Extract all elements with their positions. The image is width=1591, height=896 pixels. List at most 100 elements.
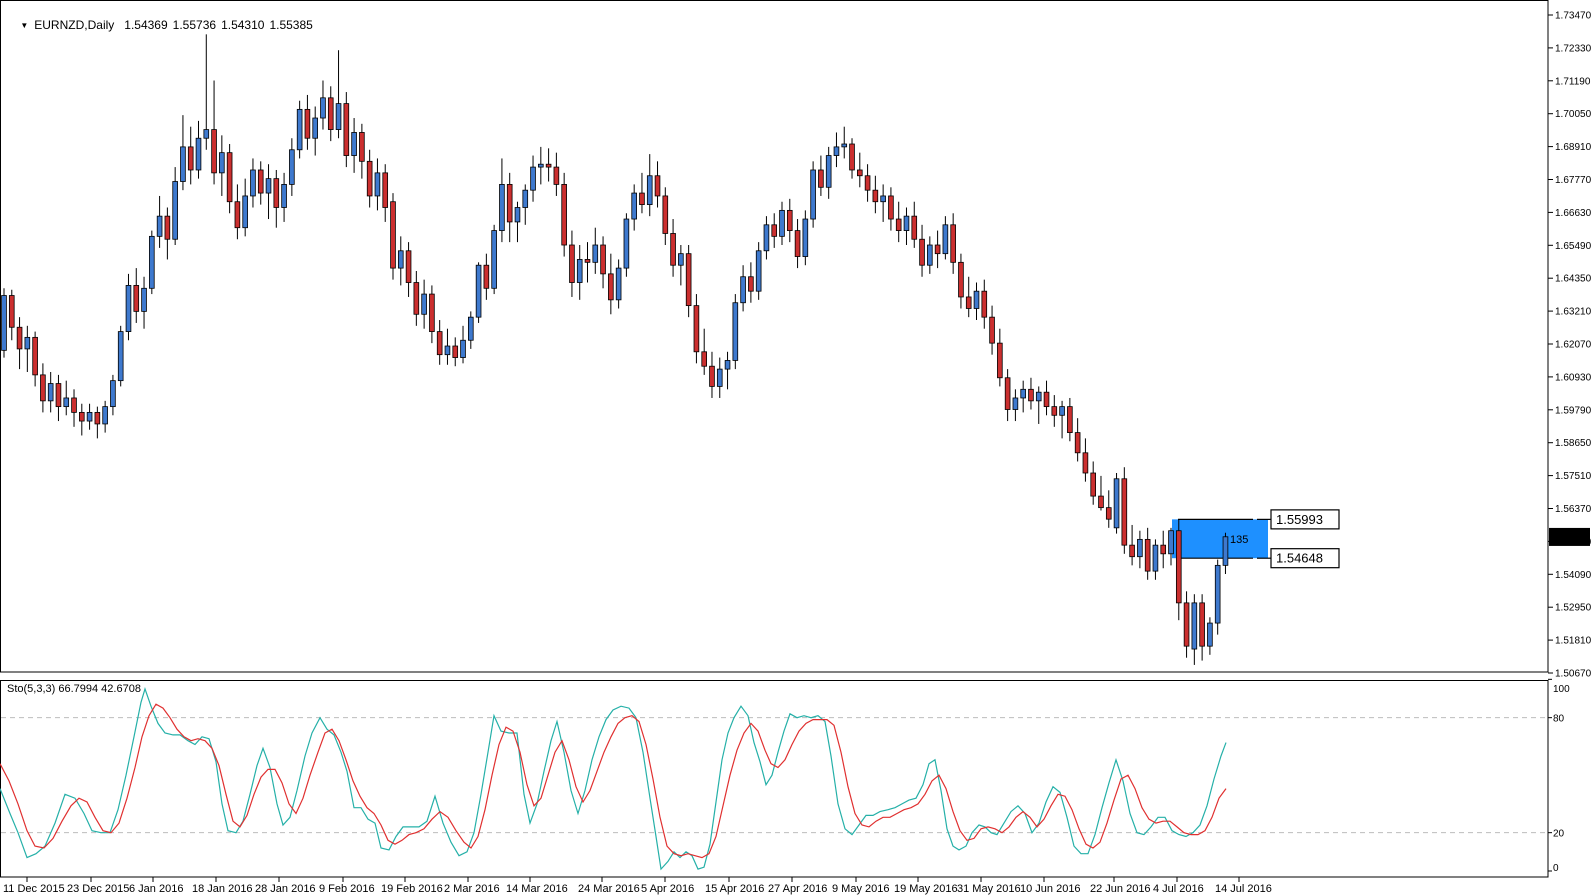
candle-body <box>654 175 661 197</box>
candle-body <box>250 169 256 197</box>
candle-body <box>833 146 840 156</box>
time-axis-label: 11 Dec 2015 <box>3 883 65 895</box>
price-tag-box[interactable] <box>1270 509 1340 530</box>
candle-body <box>16 326 23 350</box>
candle-body <box>1059 406 1065 416</box>
candle-body <box>219 152 225 174</box>
price-tag-box[interactable] <box>1270 548 1340 569</box>
candle-body <box>911 215 918 240</box>
price-tag-text: 1.54648 <box>1276 551 1323 566</box>
pane-splitter[interactable] <box>0 672 1548 681</box>
candle-body <box>86 411 93 422</box>
candle-body <box>475 264 482 318</box>
candle-body <box>678 253 684 266</box>
candle-body <box>506 184 513 223</box>
candle-body <box>320 97 326 119</box>
candle-body <box>40 374 46 402</box>
candle-body <box>771 224 778 237</box>
candle-body <box>1137 538 1143 558</box>
candle-body <box>374 172 381 197</box>
time-axis-label: 28 Jan 2016 <box>255 883 316 895</box>
candle-body <box>79 411 85 422</box>
time-axis-label: 9 May 2016 <box>832 883 889 895</box>
candle-body <box>211 129 217 174</box>
candle-body <box>623 218 630 269</box>
candle-body <box>335 103 342 130</box>
current-price-box <box>1549 527 1590 546</box>
candle-body <box>631 192 637 220</box>
time-axis-label: 24 Mar 2016 <box>578 883 640 895</box>
candle-body <box>390 201 396 269</box>
candle-body <box>950 224 956 263</box>
candle-body <box>1121 478 1128 546</box>
candle-body <box>576 259 583 283</box>
candle-body <box>382 172 389 208</box>
price-axis-label: 1.71190 <box>1555 76 1591 87</box>
candle-body <box>1191 602 1198 650</box>
candle-body <box>919 238 925 266</box>
price-axis-label: 1.57510 <box>1555 471 1591 482</box>
symbol-expander-triangle-icon: ▼ <box>20 21 29 30</box>
price-axis-zone[interactable] <box>1548 0 1591 877</box>
candle-body <box>965 296 972 309</box>
candle-body <box>413 282 420 315</box>
candle-body <box>608 273 614 301</box>
candle-body <box>1074 432 1081 454</box>
candle-body <box>724 360 731 370</box>
candle-body <box>716 368 723 387</box>
time-axis-zone[interactable] <box>0 877 1591 896</box>
price-axis-label: 1.51810 <box>1555 636 1591 647</box>
candle-body <box>958 261 964 298</box>
candle-body <box>763 224 770 252</box>
candle-body <box>545 163 552 168</box>
candle-body <box>149 235 155 289</box>
candle-body <box>125 285 132 332</box>
candle-body <box>499 184 505 231</box>
candle-body <box>1090 472 1097 497</box>
candle-body <box>1004 377 1011 410</box>
candle-body <box>615 267 622 301</box>
candle-body <box>825 155 832 188</box>
candle-body <box>460 339 466 358</box>
candle-body <box>584 259 591 263</box>
price-axis-label: 1.59790 <box>1555 405 1591 416</box>
candle-body <box>514 207 521 223</box>
candle-body <box>1183 602 1190 647</box>
sto-scale-label: 100 <box>1553 684 1570 695</box>
price-axis-label: 1.58650 <box>1555 438 1591 449</box>
price-axis-label: 1.65490 <box>1555 241 1591 252</box>
sto-scale-label: 80 <box>1553 714 1565 725</box>
candle-body <box>748 276 754 292</box>
candle-body <box>895 218 902 231</box>
candle-body <box>102 406 108 425</box>
candle-body <box>592 244 599 263</box>
sto-main-line <box>0 686 1227 871</box>
candle-body <box>927 244 933 266</box>
time-axis-label: 6 Jan 2016 <box>129 883 183 895</box>
price-axis-label: 1.50670 <box>1555 668 1591 679</box>
candle-body <box>1028 388 1034 402</box>
supply-zone-rectangle[interactable] <box>1172 519 1268 559</box>
candle-body <box>864 175 871 191</box>
candle-body <box>133 285 140 312</box>
candle-body <box>903 215 910 231</box>
candle-body <box>872 189 879 203</box>
price-axis-label: 1.62070 <box>1555 339 1591 350</box>
candle-body <box>1152 544 1159 572</box>
candle-body <box>849 143 855 171</box>
current-price-label: 1.55385 <box>1552 532 1589 543</box>
candle-body <box>662 195 669 234</box>
candle-body <box>32 336 38 376</box>
candle-body <box>1168 530 1174 555</box>
candle-body <box>810 169 816 220</box>
price-tag-text: 1.55993 <box>1276 512 1323 527</box>
price-axis-label: 1.68910 <box>1555 142 1591 153</box>
main-pane-frame <box>0 0 1549 673</box>
candle-body <box>538 163 544 168</box>
candle-body <box>1175 530 1182 604</box>
candle-body <box>1105 507 1112 520</box>
candle-body <box>685 253 692 307</box>
candle-body <box>483 264 490 289</box>
sto-scale-label: 20 <box>1553 829 1565 840</box>
